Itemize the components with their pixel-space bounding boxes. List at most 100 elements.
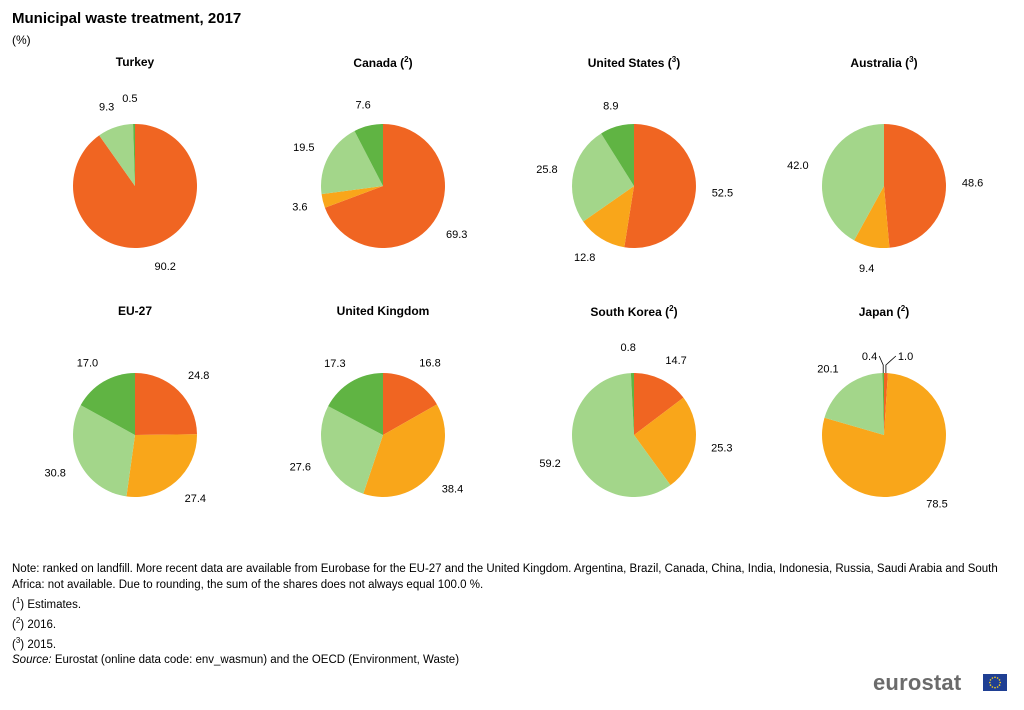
pie-title: United States (3) [587,55,681,70]
star-icon [996,686,999,688]
star-icon [996,677,999,679]
slice-label-landfill: 16.8 [419,357,440,369]
star-icon [991,686,994,688]
chart-subtitle: (%) [12,33,31,47]
note-estimates: (1) Estimates. [12,596,82,611]
pie-slice-incineration [854,186,890,248]
source-text: Eurostat (online data code: env_wasmun) … [51,654,460,667]
pie-slice-landfill [73,124,198,249]
eu-flag-icon [983,674,1007,691]
slice-label-landfill: 52.5 [712,188,733,200]
leader-line [885,355,897,373]
pie-slice-composting [354,124,383,186]
pie-slice-composting [80,373,135,435]
slice-label-composting: 0.8 [621,342,636,354]
pie-slice-incineration [363,404,446,498]
pie-slice-composting [133,124,135,186]
slice-label-incineration: 12.8 [574,252,595,264]
slice-label-recycling: 20.1 [817,364,838,376]
logo-wordmark: eurostat [873,670,962,695]
slice-label-landfill: 24.8 [188,370,209,382]
slice-label-recycling: 42.0 [787,160,808,172]
pie-slice-landfill [135,373,197,435]
note-2016: (2) 2016. [12,615,57,631]
slice-label-incineration: 9.4 [859,263,874,275]
pie-chart-canada: Canada (2) 69.3 3.6 19.5 7.6 [258,55,508,285]
slice-label-recycling: 27.6 [290,461,311,473]
slice-label-composting: 17.0 [77,358,98,370]
leader-line [878,355,884,373]
pie-slice-recycling [72,405,135,497]
pie-slice-composting [601,123,634,186]
note-text: Note: ranked on landfill. More recent da… [12,563,998,591]
pie-slice-incineration [321,186,383,208]
slice-label-composting: 0.5 [122,93,137,105]
star-icon [994,676,996,679]
pie-svg: 69.3 3.6 19.5 7.6 [292,99,467,248]
pie-slice-incineration [126,434,198,498]
slice-label-composting: 0.4 [862,351,877,363]
slice-label-incineration: 78.5 [926,499,947,511]
star-icon [989,681,991,684]
star-icon [991,677,994,679]
source-label: Source: [12,654,52,667]
pie-slice-recycling [571,133,634,222]
slice-label-incineration: 38.4 [442,483,463,495]
slice-label-landfill: 69.3 [446,229,467,241]
pie-title: Turkey [115,55,155,69]
star-icon [989,679,992,681]
pie-chart-united-states: United States (3) 52.5 12.8 25.8 8.9 [509,55,759,285]
pie-svg: 24.8 27.4 30.8 17.0 [44,358,209,505]
slice-label-landfill: 48.6 [962,177,983,189]
pie-title: Canada (2) [353,55,413,70]
pie-slice-landfill [383,373,437,435]
slice-label-recycling: 19.5 [293,142,314,154]
pie-svg: 48.6 9.4 42.0 [787,124,983,275]
slice-label-incineration: 3.6 [292,201,307,213]
star-icon [989,684,992,686]
pie-chart-japan: Japan (2) 1.0 78.5 20.1 0.4 [759,304,1009,534]
pie-slice-composting [882,373,884,435]
pie-chart-eu-27: EU-27 24.8 27.4 30.8 17.0 [10,304,260,534]
pie-slice-landfill [624,124,696,248]
pie-svg: 14.7 25.3 59.2 0.8 [539,342,733,498]
pie-slice-recycling [822,124,884,241]
pie-slice-landfill [634,373,684,435]
pie-title: Australia (3) [850,55,918,70]
pie-slice-recycling [571,373,671,498]
pie-slice-recycling [321,406,383,494]
source-line: Source: Eurostat (online data code: env_… [12,652,1012,668]
pie-svg: 16.8 38.4 27.6 17.3 [290,357,463,498]
pie-slice-landfill [884,124,946,248]
slice-label-incineration: 27.4 [185,493,206,505]
pie-title: Japan (2) [858,304,910,319]
pie-slice-incineration [634,397,696,486]
pie-chart-australia: Australia (3) 48.6 9.4 42.0 [759,55,1009,285]
pie-slice-landfill [884,373,888,435]
pie-title: EU-27 [117,304,152,318]
star-icon [999,681,1001,684]
pie-svg: 90.2 9.3 0.5 [73,93,198,273]
pie-chart-united-kingdom: United Kingdom 16.8 38.4 27.6 17.3 [258,304,508,534]
pie-slice-recycling [824,373,884,435]
pie-svg: 1.0 78.5 20.1 0.4 [817,351,947,511]
slice-label-composting: 8.9 [603,100,618,112]
pie-slice-composting [630,373,634,435]
pie-slice-incineration [821,373,946,497]
pie-svg: 52.5 12.8 25.8 8.9 [536,100,733,264]
note-2015: (3) 2015. [12,635,57,651]
chart-notes: Note: ranked on landfill. More recent da… [12,561,1012,668]
pie-slice-composting [328,373,383,435]
star-icon [998,684,1001,686]
pie-title: United Kingdom [336,304,430,318]
slice-label-composting: 17.3 [324,358,345,370]
pie-chart-south-korea: South Korea (2) 14.7 25.3 59.2 0.8 [509,304,759,534]
slice-label-incineration: 25.3 [711,442,732,454]
slice-label-recycling: 59.2 [539,458,560,470]
pie-title: South Korea (2) [590,304,678,319]
slice-label-landfill: 1.0 [898,351,913,363]
slice-label-recycling: 9.3 [99,101,114,113]
slice-label-landfill: 14.7 [665,355,686,367]
pie-slice-incineration [583,186,634,248]
pie-chart-turkey: Turkey 90.2 9.3 0.5 [10,55,260,285]
